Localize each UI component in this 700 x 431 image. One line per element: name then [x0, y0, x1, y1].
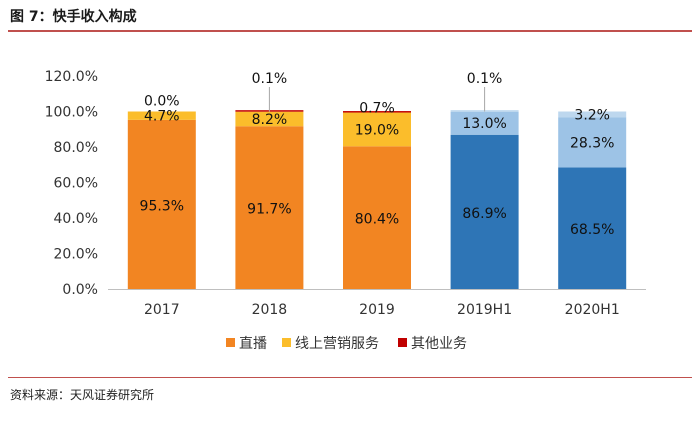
data-label: 0.1% [467, 71, 503, 87]
x-tick-label: 2020H1 [565, 302, 620, 318]
x-axis: 2017 2018 2019 2019H1 2020H1 [108, 289, 646, 318]
bar-segment [558, 117, 627, 168]
data-labels: 95.3% 4.7%0.0% 91.7% 8.2% 0.1% 80.4% 19.0% 0.7%… [140, 71, 615, 238]
data-label: 0.0% [144, 94, 180, 110]
data-label: 95.3% [140, 198, 184, 214]
data-label: 3.2% [574, 108, 610, 124]
data-label: 68.5% [570, 222, 614, 238]
bar-segment [235, 126, 304, 289]
bar-segment [127, 119, 196, 289]
legend-swatch [282, 338, 291, 347]
data-label: 13.0% [462, 116, 506, 132]
bar-segment [450, 111, 519, 135]
y-tick-label: 100.0% [45, 105, 98, 121]
title-divider [8, 30, 692, 32]
data-label: 8.2% [252, 112, 288, 128]
bar-segment [558, 111, 627, 118]
y-tick-label: 0.0% [62, 282, 98, 298]
y-tick-label: 80.0% [54, 140, 98, 156]
y-axis: 0.0% 20.0% 40.0% 60.0% 80.0% 100.0% 120.0% [45, 69, 98, 298]
y-tick-label: 120.0% [45, 69, 98, 85]
data-label: 0.1% [252, 71, 288, 87]
chart-title: 图 7：快手收入构成 [10, 9, 137, 25]
data-label: 91.7% [247, 202, 291, 218]
x-tick-label: 2018 [252, 302, 288, 318]
legend-swatch [226, 338, 235, 347]
y-tick-label: 40.0% [54, 211, 98, 227]
data-label: 80.4% [355, 212, 399, 228]
bar-segment [343, 111, 411, 113]
bar-segment [343, 146, 411, 289]
y-tick-label: 60.0% [54, 176, 98, 192]
bar-segment [558, 167, 627, 289]
footer-divider [8, 377, 692, 378]
data-label: 0.7% [359, 100, 395, 116]
y-tick-label: 20.0% [54, 247, 98, 263]
legend: 直播 线上营销服务 其他业务 [226, 335, 467, 352]
bar-segment [450, 134, 519, 289]
x-tick-label: 2019H1 [457, 302, 512, 318]
bar-segment [343, 112, 411, 147]
bars [127, 110, 627, 289]
x-tick-label: 2017 [144, 302, 180, 318]
data-label: 28.3% [570, 135, 614, 151]
data-label: 86.9% [462, 206, 506, 222]
x-tick-label: 2019 [359, 302, 395, 318]
legend-label: 其他业务 [411, 336, 467, 352]
bar-segment [127, 111, 196, 120]
bar-segment [235, 111, 304, 127]
data-label: 4.7% [144, 109, 180, 125]
legend-label: 直播 [239, 335, 267, 352]
legend-swatch [398, 338, 407, 347]
source-note: 资料来源：天风证券研究所 [10, 388, 155, 402]
legend-label: 线上营销服务 [295, 336, 379, 352]
data-label: 19.0% [355, 122, 399, 138]
